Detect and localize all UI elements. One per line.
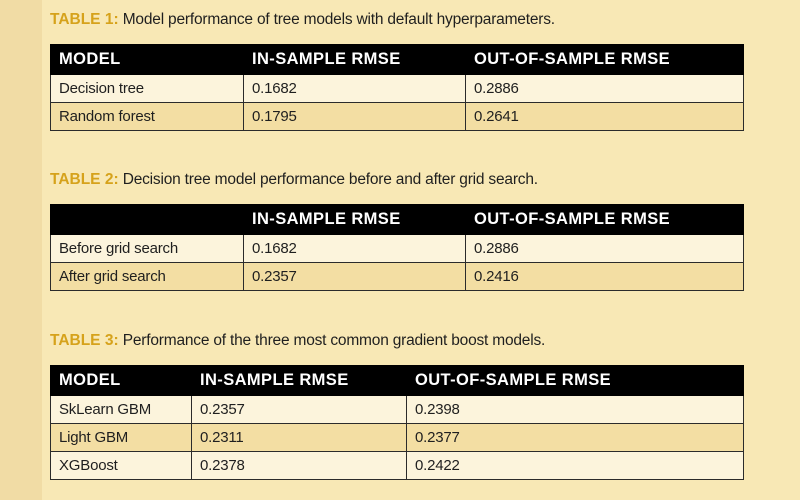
- table-cell: Random forest: [50, 102, 244, 131]
- table-3-header-in-sample-rmse: IN-SAMPLE RMSE: [191, 365, 407, 396]
- table-cell: XGBoost: [50, 451, 192, 480]
- table-3-caption-text: Performance of the three most common gra…: [122, 332, 546, 349]
- table-row: Before grid search 0.1682 0.2886: [50, 234, 744, 263]
- table-cell: 0.2416: [465, 262, 744, 291]
- table-1-header-model: MODEL: [50, 44, 244, 75]
- table-1-header-out-of-sample-rmse: OUT-OF-SAMPLE RMSE: [465, 44, 744, 75]
- table-row: Decision tree 0.1682 0.2886: [50, 74, 744, 103]
- table-cell: 0.2377: [406, 423, 744, 452]
- table-cell: 0.1795: [243, 102, 466, 131]
- table-3-tag: TABLE 3:: [50, 332, 119, 349]
- table-2-header-out-of-sample-rmse: OUT-OF-SAMPLE RMSE: [465, 204, 744, 235]
- table-2-tag: TABLE 2:: [50, 171, 119, 188]
- table-row: Random forest 0.1795 0.2641: [50, 102, 744, 131]
- table-cell: After grid search: [50, 262, 244, 291]
- table-1-header-row: MODEL IN-SAMPLE RMSE OUT-OF-SAMPLE RMSE: [50, 44, 744, 75]
- table-row: After grid search 0.2357 0.2416: [50, 262, 744, 291]
- table-cell: 0.2886: [465, 234, 744, 263]
- table-cell: 0.2886: [465, 74, 744, 103]
- table-1-tag: TABLE 1:: [50, 11, 119, 28]
- table-cell: 0.2378: [191, 451, 407, 480]
- table-2-header-in-sample-rmse: IN-SAMPLE RMSE: [243, 204, 466, 235]
- table-1-header-in-sample-rmse: IN-SAMPLE RMSE: [243, 44, 466, 75]
- table-cell: 0.2357: [191, 395, 407, 424]
- table-3: MODEL IN-SAMPLE RMSE OUT-OF-SAMPLE RMSE …: [50, 365, 744, 480]
- table-2-caption-text: Decision tree model performance before a…: [122, 171, 538, 188]
- table-cell: 0.1682: [243, 74, 466, 103]
- table-1-caption-text: Model performance of tree models with de…: [122, 11, 555, 28]
- table-row: XGBoost 0.2378 0.2422: [50, 451, 744, 480]
- table-1: MODEL IN-SAMPLE RMSE OUT-OF-SAMPLE RMSE …: [50, 44, 744, 131]
- table-cell: 0.2422: [406, 451, 744, 480]
- table-2-header-blank: [50, 204, 244, 235]
- table-cell: Before grid search: [50, 234, 244, 263]
- left-background-band: [0, 0, 42, 500]
- table-2-header-row: IN-SAMPLE RMSE OUT-OF-SAMPLE RMSE: [50, 204, 744, 235]
- table-cell: 0.2398: [406, 395, 744, 424]
- table-row: Light GBM 0.2311 0.2377: [50, 423, 744, 452]
- table-cell: Light GBM: [50, 423, 192, 452]
- table-cell: 0.1682: [243, 234, 466, 263]
- table-3-caption: TABLE 3: Performance of the three most c…: [50, 332, 545, 350]
- table-2: IN-SAMPLE RMSE OUT-OF-SAMPLE RMSE Before…: [50, 204, 744, 291]
- table-1-caption: TABLE 1: Model performance of tree model…: [50, 11, 555, 29]
- table-cell: SkLearn GBM: [50, 395, 192, 424]
- table-cell: Decision tree: [50, 74, 244, 103]
- table-3-header-out-of-sample-rmse: OUT-OF-SAMPLE RMSE: [406, 365, 744, 396]
- table-cell: 0.2311: [191, 423, 407, 452]
- table-row: SkLearn GBM 0.2357 0.2398: [50, 395, 744, 424]
- table-3-header-row: MODEL IN-SAMPLE RMSE OUT-OF-SAMPLE RMSE: [50, 365, 744, 396]
- table-3-header-model: MODEL: [50, 365, 192, 396]
- table-2-caption: TABLE 2: Decision tree model performance…: [50, 171, 538, 189]
- table-cell: 0.2641: [465, 102, 744, 131]
- table-cell: 0.2357: [243, 262, 466, 291]
